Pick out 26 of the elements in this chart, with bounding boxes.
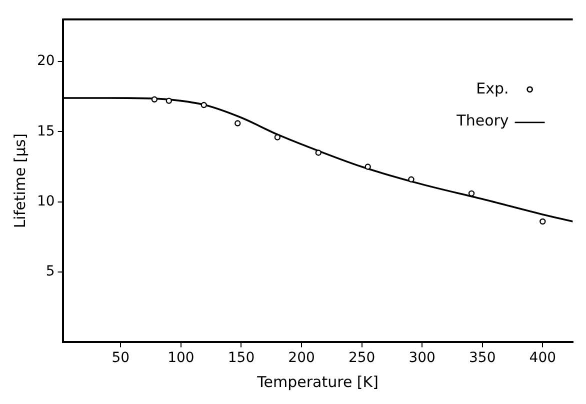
- x-tick-label: 350: [469, 350, 496, 366]
- x-tick-label: 150: [228, 350, 255, 366]
- x-tick-label: 50: [112, 350, 130, 366]
- point: [468, 190, 475, 197]
- x-tick-label: 200: [288, 350, 315, 366]
- y-axis-title: Lifetime [µs]: [10, 133, 29, 228]
- point: [364, 164, 371, 170]
- point: [540, 218, 546, 225]
- point: [234, 120, 241, 126]
- x-tick-label: 300: [408, 350, 436, 366]
- y-tick-label: 15: [36, 123, 55, 140]
- x-axis-title: Temperature [K]: [256, 372, 378, 391]
- point: [151, 96, 158, 102]
- x-tick-label: 100: [168, 350, 194, 366]
- y-tick-label: 5: [46, 264, 55, 280]
- point: [200, 102, 207, 108]
- point: [315, 150, 322, 156]
- x-tick-label: 250: [348, 350, 376, 366]
- y-tick-label: 20: [36, 53, 55, 70]
- legend-label: Exp.: [476, 79, 509, 98]
- y-tick-label: 10: [36, 193, 55, 210]
- point: [274, 134, 281, 140]
- legend-label: Theory: [456, 111, 509, 130]
- point: [166, 98, 172, 104]
- x-tick-label: 400: [529, 350, 556, 366]
- point: [408, 176, 414, 182]
